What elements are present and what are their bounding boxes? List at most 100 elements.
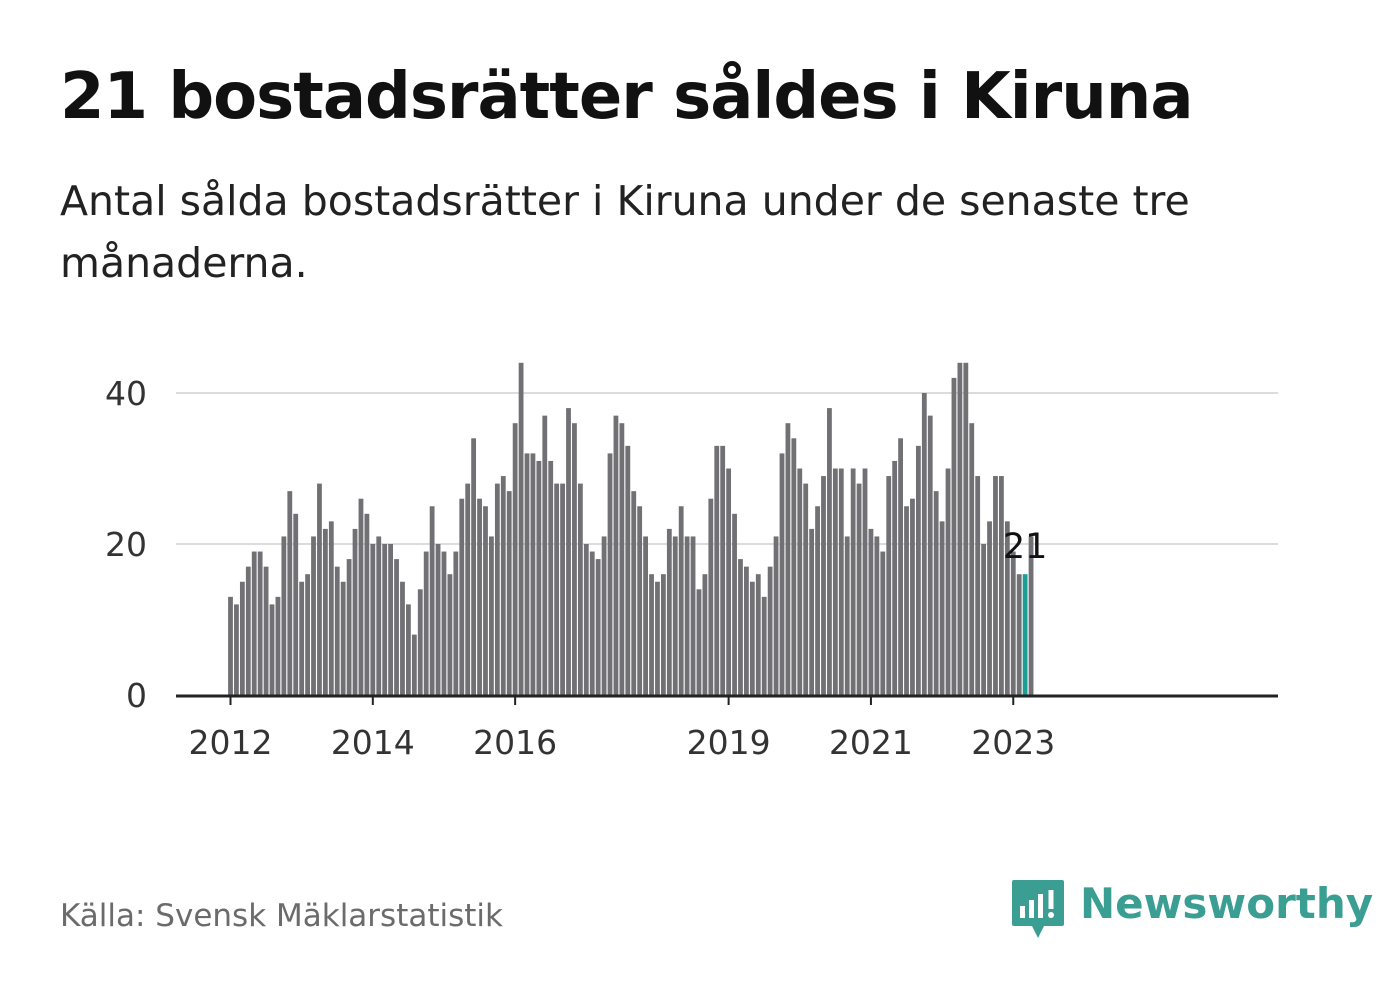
bar [459,498,465,695]
bar [251,551,257,695]
bar [287,491,293,695]
bar [678,506,684,695]
bar [500,476,506,695]
bar [945,468,951,695]
bar [874,536,880,695]
bar [856,483,862,695]
bar [939,521,945,695]
bar [257,551,263,695]
bar [832,468,838,695]
x-tick-label: 2019 [687,723,771,762]
bar [328,521,334,695]
bar [803,483,809,695]
x-tick-label: 2023 [971,723,1055,762]
bar [269,604,275,695]
bar [862,468,868,695]
bar [417,589,423,695]
bar [239,581,245,695]
bar [1028,536,1034,695]
bar [827,408,832,695]
bar [779,453,785,695]
bar [672,536,678,695]
bar [435,544,441,695]
bar [951,377,957,695]
bar [275,596,281,695]
bar [987,521,992,695]
bar [631,491,637,695]
bar [601,536,607,695]
bar [625,445,631,695]
labels: 0 20 40 2012 2014 2016 2019 2021 2023 21 [105,374,1055,762]
bar [732,513,737,695]
bar [352,528,358,695]
bar [566,408,571,695]
bar [910,498,915,695]
bar [364,513,370,695]
bar [761,596,767,695]
bar [927,415,933,695]
bar [382,544,388,695]
bar [471,438,477,695]
bar [400,581,405,695]
brand-logo[interactable]: Newsworthy [1010,878,1373,942]
bar [299,581,305,695]
bar [655,581,660,695]
source-note: Källa: Svensk Mäklarstatistik [60,898,503,934]
bar [714,445,720,695]
chart-subtitle: Antal sålda bostadsrätter i Kiruna under… [60,177,1190,287]
bar [726,468,732,695]
bar [649,574,654,695]
y-tick-label: 0 [126,676,147,715]
axes [176,694,1278,705]
x-tick-label: 2014 [331,723,415,762]
bar [933,491,939,695]
bar [1010,551,1016,695]
bar [892,460,898,695]
bar [696,589,702,695]
bar [441,551,447,695]
bar [660,574,666,695]
bar [536,460,542,695]
bar [791,438,797,695]
bar [999,476,1004,695]
bar [969,423,975,695]
bar [577,483,583,695]
bar [643,536,648,695]
bar [518,362,524,695]
bar [322,528,328,695]
bar [720,445,726,695]
bar [595,559,601,695]
bar [797,468,803,695]
bar-highlight [1022,574,1028,695]
bars [228,362,1034,695]
bar [767,566,773,695]
bar [963,362,969,695]
bar [744,566,749,695]
bar [317,483,322,695]
bar [388,544,394,695]
bar [886,476,892,695]
bar [749,581,755,695]
bar [370,544,376,695]
bar [311,536,316,695]
bar [684,536,690,695]
bar [613,415,619,695]
bar [785,423,791,695]
bar [690,536,696,695]
x-tick-label: 2021 [829,723,913,762]
bar [821,476,826,695]
bar [263,566,269,695]
bar [1004,521,1010,695]
bar [394,559,399,695]
bar [429,506,435,695]
bar [506,491,512,695]
bar [334,566,340,695]
bar [1016,574,1022,695]
bar [489,536,494,695]
bar [465,483,471,695]
bar [583,544,589,695]
bar [234,604,239,695]
chart-title: 21 bostadsrätter såldes i Kiruna [60,60,1194,134]
bar [483,506,488,695]
bar [524,453,530,695]
